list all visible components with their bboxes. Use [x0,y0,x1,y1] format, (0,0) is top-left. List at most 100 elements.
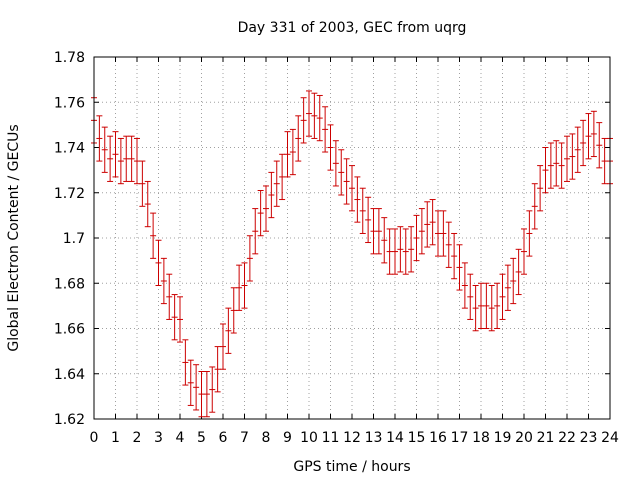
error-bar-point [531,183,538,230]
error-bar-point [354,176,361,223]
error-bar-point [155,239,162,287]
error-bar-point [580,119,587,167]
error-bar-point [365,196,372,244]
error-bar-point [461,262,468,309]
x-tick-label: 11 [322,430,340,446]
error-bar-point [402,228,409,275]
error-bar-point [327,124,334,171]
y-axis-label: Global Electron Content / GECUs [6,124,22,351]
x-tick-label: 15 [408,430,426,446]
y-tick-label: 1.76 [54,95,85,111]
error-bar-point [494,282,501,329]
x-tick-label: 22 [558,430,576,446]
x-tick-label: 8 [262,430,271,446]
error-bar-point [413,214,420,262]
error-bar-point [160,257,167,305]
error-bar-point [564,135,570,182]
error-bar-point [478,282,484,329]
error-bar-point [510,257,517,305]
error-bar-point [343,158,350,205]
y-tick-label: 1.74 [54,141,85,157]
x-tick-label: 6 [219,430,228,446]
x-tick-label: 9 [283,430,292,446]
error-bar-point [472,285,479,332]
error-bar-point [101,126,108,173]
error-bar-point [187,359,194,406]
error-bar-point [246,235,253,282]
error-bar-point [273,160,280,207]
error-bar-point [112,131,119,178]
error-bar-point [349,165,355,212]
error-bar-point [515,248,522,296]
error-bar-point [123,135,130,182]
error-bar-point [521,228,527,275]
error-bar-point [585,113,592,160]
error-bar-point [214,346,221,393]
x-tick-label: 1 [111,430,120,446]
error-bar-point [182,339,189,386]
error-bar-point [150,212,157,259]
error-bar-point [424,201,431,248]
error-bar-point [488,285,495,332]
error-bar-point [144,180,151,228]
error-bar-point [499,273,506,320]
error-bar-point [209,366,216,413]
error-bar-point [467,273,474,320]
x-axis-label: GPS time / hours [293,459,410,475]
error-bar-point [252,208,259,255]
error-bar-point [284,131,291,178]
error-bar-point [289,128,296,176]
error-bar-point [300,97,307,144]
error-bar-point [386,228,393,275]
error-bar-point [279,153,286,201]
x-tick-label: 12 [343,430,361,446]
x-tick-label: 17 [451,430,469,446]
error-bar-point [375,208,382,255]
error-bar-point [96,115,103,162]
error-bar-point [590,110,597,158]
error-bar-point [542,147,549,194]
error-bar-point [553,140,560,187]
y-tick-label: 1.78 [54,50,85,66]
error-bar-point [483,282,490,329]
error-bar-point [408,226,415,273]
error-bar-point [596,122,603,169]
error-bar-point [456,244,463,291]
x-tick-label: 16 [429,430,447,446]
chart-title: Day 331 of 2003, GEC from uqrg [238,20,467,36]
error-bar-point [117,137,124,185]
error-bar-point [332,140,339,187]
error-bar-point [558,142,565,189]
x-tick-label: 21 [537,430,555,446]
error-bar-point [230,287,237,334]
error-bar-point [107,135,114,182]
x-tick-label: 7 [240,430,249,446]
error-bar-point [203,370,210,418]
x-tick-label: 10 [300,430,318,446]
error-bar-point [241,262,248,309]
data-series [91,90,613,418]
error-bar-point [193,364,200,411]
error-bar-point [574,126,581,173]
error-bar-point [316,94,323,142]
x-tick-label: 14 [386,430,404,446]
error-bar-point [445,221,452,268]
error-bar-point [537,165,544,212]
error-bar-point [451,232,458,280]
x-tick-label: 0 [90,430,99,446]
error-bar-point [220,323,226,370]
x-tick-label: 4 [176,430,185,446]
error-bar-point [429,199,436,246]
error-bar-point [311,92,318,139]
y-tick-label: 1.62 [54,412,85,428]
y-tick-label: 1.72 [54,186,85,202]
x-tick-label: 23 [580,430,598,446]
error-bar-point [236,264,243,311]
error-bar-point [504,264,511,311]
error-bar-point [263,185,269,232]
error-bar-point [225,307,232,354]
error-bar-point [381,217,388,264]
x-tick-label: 24 [601,430,619,446]
